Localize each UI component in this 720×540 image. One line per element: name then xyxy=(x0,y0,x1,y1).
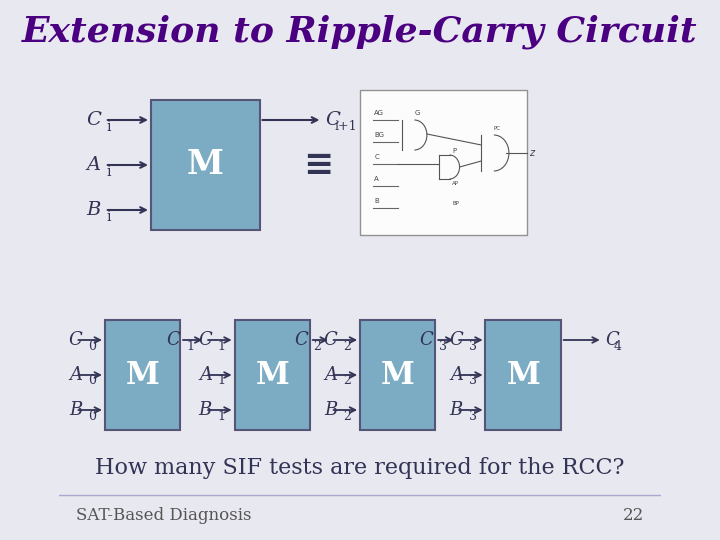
Text: PC: PC xyxy=(494,126,501,131)
Text: 3: 3 xyxy=(469,375,477,388)
Text: B: B xyxy=(324,401,338,419)
Text: z: z xyxy=(529,148,534,158)
Text: 2: 2 xyxy=(343,409,351,422)
Text: M: M xyxy=(256,360,289,390)
Text: M: M xyxy=(186,148,224,181)
Text: C: C xyxy=(86,111,101,129)
Text: G: G xyxy=(415,110,420,116)
Text: A: A xyxy=(450,366,463,384)
Text: 22: 22 xyxy=(624,507,644,523)
Text: B: B xyxy=(374,198,379,204)
Bar xyxy=(360,320,436,430)
Text: A: A xyxy=(374,176,379,182)
Text: 1: 1 xyxy=(217,375,226,388)
Text: BP: BP xyxy=(452,201,459,206)
Text: AG: AG xyxy=(374,110,384,116)
Text: 3: 3 xyxy=(469,409,477,422)
Text: C: C xyxy=(198,331,212,349)
Text: M: M xyxy=(506,360,540,390)
Text: M: M xyxy=(381,360,415,390)
Text: i+1: i+1 xyxy=(335,120,358,133)
Text: C: C xyxy=(294,331,307,349)
Text: C: C xyxy=(374,154,379,160)
Text: 2: 2 xyxy=(314,340,321,353)
Text: C: C xyxy=(325,111,340,129)
Text: 1: 1 xyxy=(217,340,226,353)
Text: B: B xyxy=(86,201,101,219)
Text: P: P xyxy=(452,148,456,154)
Text: i: i xyxy=(107,165,111,179)
Text: 1: 1 xyxy=(186,340,194,353)
Bar xyxy=(360,90,527,235)
Text: 3: 3 xyxy=(439,340,447,353)
Text: C: C xyxy=(420,331,433,349)
Text: 0: 0 xyxy=(88,409,96,422)
Text: SAT-Based Diagnosis: SAT-Based Diagnosis xyxy=(76,507,251,523)
Text: 2: 2 xyxy=(343,375,351,388)
Text: i: i xyxy=(107,210,111,224)
Text: C: C xyxy=(605,331,619,349)
Text: 0: 0 xyxy=(88,375,96,388)
Text: A: A xyxy=(199,366,212,384)
Text: B: B xyxy=(199,401,212,419)
Text: 0: 0 xyxy=(88,340,96,353)
Bar xyxy=(105,320,180,430)
Text: A: A xyxy=(86,156,101,174)
Text: 3: 3 xyxy=(469,340,477,353)
Text: M: M xyxy=(125,360,159,390)
Text: BG: BG xyxy=(374,132,384,138)
Bar xyxy=(235,320,310,430)
Text: 1: 1 xyxy=(217,409,226,422)
Text: How many SIF tests are required for the RCC?: How many SIF tests are required for the … xyxy=(95,457,625,479)
Text: i: i xyxy=(107,120,111,134)
Bar xyxy=(151,100,260,230)
Text: C: C xyxy=(68,331,82,349)
Bar xyxy=(485,320,561,430)
Text: C: C xyxy=(166,331,180,349)
Text: A: A xyxy=(69,366,82,384)
Text: C: C xyxy=(324,331,338,349)
Text: B: B xyxy=(69,401,82,419)
Text: AP: AP xyxy=(452,181,459,186)
Text: B: B xyxy=(450,401,463,419)
Text: 2: 2 xyxy=(343,340,351,353)
Text: ≡: ≡ xyxy=(303,148,333,182)
Text: C: C xyxy=(449,331,463,349)
Text: A: A xyxy=(325,366,338,384)
Text: 4: 4 xyxy=(613,340,621,353)
Text: Extension to Ripple-Carry Circuit: Extension to Ripple-Carry Circuit xyxy=(22,15,698,49)
